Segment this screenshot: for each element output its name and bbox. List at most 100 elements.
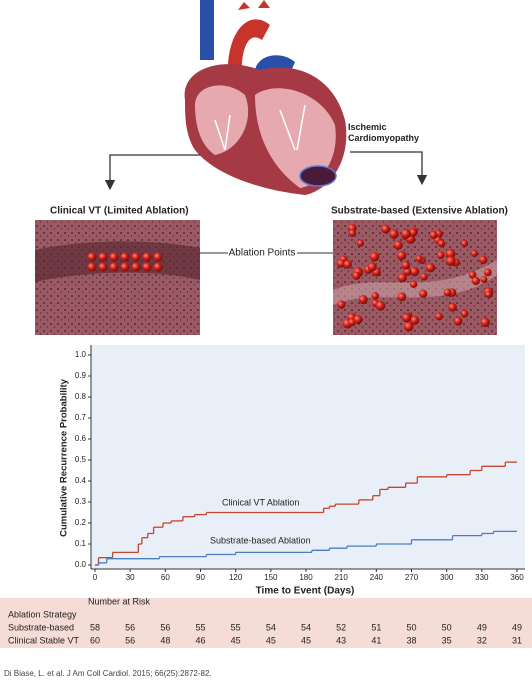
ablation-dot: [348, 229, 357, 237]
risk-count: 60: [90, 635, 100, 645]
table-header: Ablation Strategy: [8, 609, 77, 619]
ablation-dot: [468, 271, 477, 279]
ablation-dot: [471, 276, 481, 286]
ablation-dot: [371, 292, 379, 300]
ablation-dot: [409, 266, 420, 277]
arrow: [350, 151, 428, 186]
ablation-dot: [401, 260, 411, 270]
ablation-dot: [445, 248, 456, 259]
risk-count: 35: [442, 635, 452, 645]
ablation-dot: [393, 240, 403, 250]
ablation-dot: [403, 321, 414, 332]
ablation-dot: [389, 229, 399, 239]
series-label: Substrate-based Ablation: [210, 535, 311, 545]
y-tick-label: 0.6: [75, 434, 87, 443]
x-tick-label: 30: [126, 573, 135, 582]
risk-count: 45: [231, 635, 241, 645]
ablation-dot: [429, 230, 438, 240]
tissue-image: [35, 220, 200, 335]
ablation-dot: [435, 312, 443, 321]
risk-table: Number at Risk Ablation Strategy Substrate…: [8, 596, 522, 645]
table-title: Number at Risk: [88, 596, 151, 606]
ablation-dot: [479, 255, 488, 264]
y-tick-label: 0.1: [75, 539, 87, 548]
ablation-dot: [443, 288, 452, 297]
ablation-dot: [402, 313, 412, 323]
risk-count: 45: [301, 635, 311, 645]
ablation-dot: [98, 262, 108, 272]
ablation-dot: [453, 316, 463, 326]
risk-count: 50: [406, 622, 416, 632]
heart-illustration: [184, 0, 347, 195]
x-tick-label: 150: [264, 573, 278, 582]
y-tick-label: 0.0: [75, 560, 87, 569]
risk-count: 50: [442, 622, 452, 632]
ablation-points: [87, 223, 494, 332]
ablation-dot: [480, 275, 488, 284]
x-tick-label: 330: [475, 573, 489, 582]
ablation-dot: [142, 262, 152, 272]
ablation-dot: [358, 294, 368, 305]
citation: Di Biase, L. et al. J Am Coll Cardiol. 2…: [4, 669, 212, 678]
ablation-dot: [153, 262, 163, 272]
x-tick-label: 60: [161, 573, 170, 582]
row-label: Substrate-based: [8, 622, 74, 632]
risk-count: 49: [512, 622, 522, 632]
ablation-dot: [356, 239, 364, 247]
ablation-dot: [352, 271, 361, 280]
risk-count: 54: [301, 622, 311, 632]
ablation-dot: [142, 252, 152, 262]
risk-count: 52: [336, 622, 346, 632]
ablation-dot: [403, 267, 412, 276]
risk-count: 55: [195, 622, 205, 632]
ablation-dot: [460, 309, 469, 318]
ablation-dot: [448, 303, 457, 312]
table-background: [0, 598, 532, 648]
ablation-dot: [87, 252, 97, 262]
y-tick-label: 0.5: [75, 455, 87, 464]
y-tick-label: 0.4: [75, 476, 87, 485]
x-tick-label: 360: [510, 573, 524, 582]
ablation-dot: [415, 255, 423, 263]
risk-count: 43: [336, 635, 346, 645]
row-label: Clinical Stable VT: [8, 635, 80, 645]
ablation-dot: [367, 262, 377, 272]
y-tick-label: 0.3: [75, 497, 87, 506]
ablation-dot: [425, 263, 436, 273]
y-tick-label: 1.0: [75, 350, 87, 359]
panel-title: Substrate-based (Extensive Ablation): [331, 206, 508, 217]
chart: 0.0 0.1 0.2 0.3 0.4 0.5 0.6 0.7 0.8 0.9 1.0 0 30 60 90…: [59, 345, 525, 597]
risk-count: 58: [90, 622, 100, 632]
ablation-dot: [109, 262, 119, 272]
ablation-dot: [396, 250, 407, 261]
x-tick-label: 0: [93, 573, 98, 582]
plot-background: [91, 345, 525, 569]
ablation-dot: [410, 315, 420, 325]
ablation-dot: [131, 262, 141, 272]
ablation-dot: [437, 239, 446, 248]
ablation-dot: [461, 239, 469, 248]
center-label: Ablation Points: [229, 248, 296, 259]
ablation-dot: [401, 228, 411, 239]
ablation-dot: [480, 317, 491, 328]
x-tick-label: 180: [299, 573, 313, 582]
ablation-dot: [397, 273, 407, 283]
risk-count: 45: [266, 635, 276, 645]
ablation-dot: [483, 268, 492, 277]
ablation-dot: [437, 251, 445, 259]
ablation-dot: [409, 280, 418, 288]
x-tick-label: 90: [196, 573, 205, 582]
risk-count: 46: [195, 635, 205, 645]
x-tick-label: 210: [334, 573, 348, 582]
x-tick-label: 120: [229, 573, 243, 582]
risk-count: 31: [512, 635, 522, 645]
x-tick-label: 240: [370, 573, 384, 582]
ablation-dot: [337, 300, 346, 309]
panel-title: Clinical VT (Limited Ablation): [50, 206, 189, 217]
ablation-dot: [87, 262, 97, 272]
y-tick-label: 0.7: [75, 413, 87, 422]
risk-count: 41: [371, 635, 381, 645]
ablation-dot: [120, 252, 130, 262]
